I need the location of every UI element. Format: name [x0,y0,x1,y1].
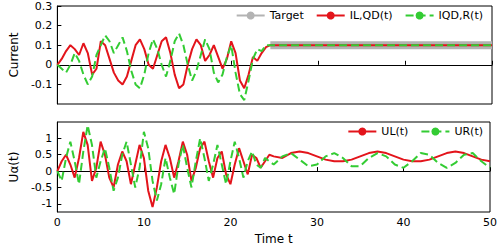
svg-text:Current: Current [7,32,21,77]
svg-text:20: 20 [223,216,237,229]
svg-text:Time t: Time t [254,232,293,246]
svg-text:30: 30 [310,216,324,229]
svg-text:0: 0 [45,58,52,71]
svg-text:UR(t): UR(t) [454,125,483,138]
svg-text:0.2: 0.2 [35,19,53,32]
svg-text:40: 40 [396,216,410,229]
svg-text:0: 0 [45,165,52,178]
svg-text:-0.5: -0.5 [31,181,52,194]
svg-text:IL,QD(t): IL,QD(t) [350,9,393,22]
svg-text:10: 10 [137,216,151,229]
svg-text:1: 1 [45,132,52,145]
svg-text:0.1: 0.1 [35,39,53,52]
svg-text:0: 0 [54,216,61,229]
svg-text:IQD,R(t): IQD,R(t) [439,9,483,22]
svg-text:Target: Target [269,9,305,22]
svg-text:0.3: 0.3 [35,0,53,13]
svg-text:0.5: 0.5 [35,148,53,161]
svg-text:-0.1: -0.1 [31,78,52,91]
svg-text:Uα(t): Uα(t) [7,152,21,183]
svg-text:UL(t): UL(t) [381,125,408,138]
svg-text:-1: -1 [41,197,52,210]
svg-text:50: 50 [483,216,497,229]
